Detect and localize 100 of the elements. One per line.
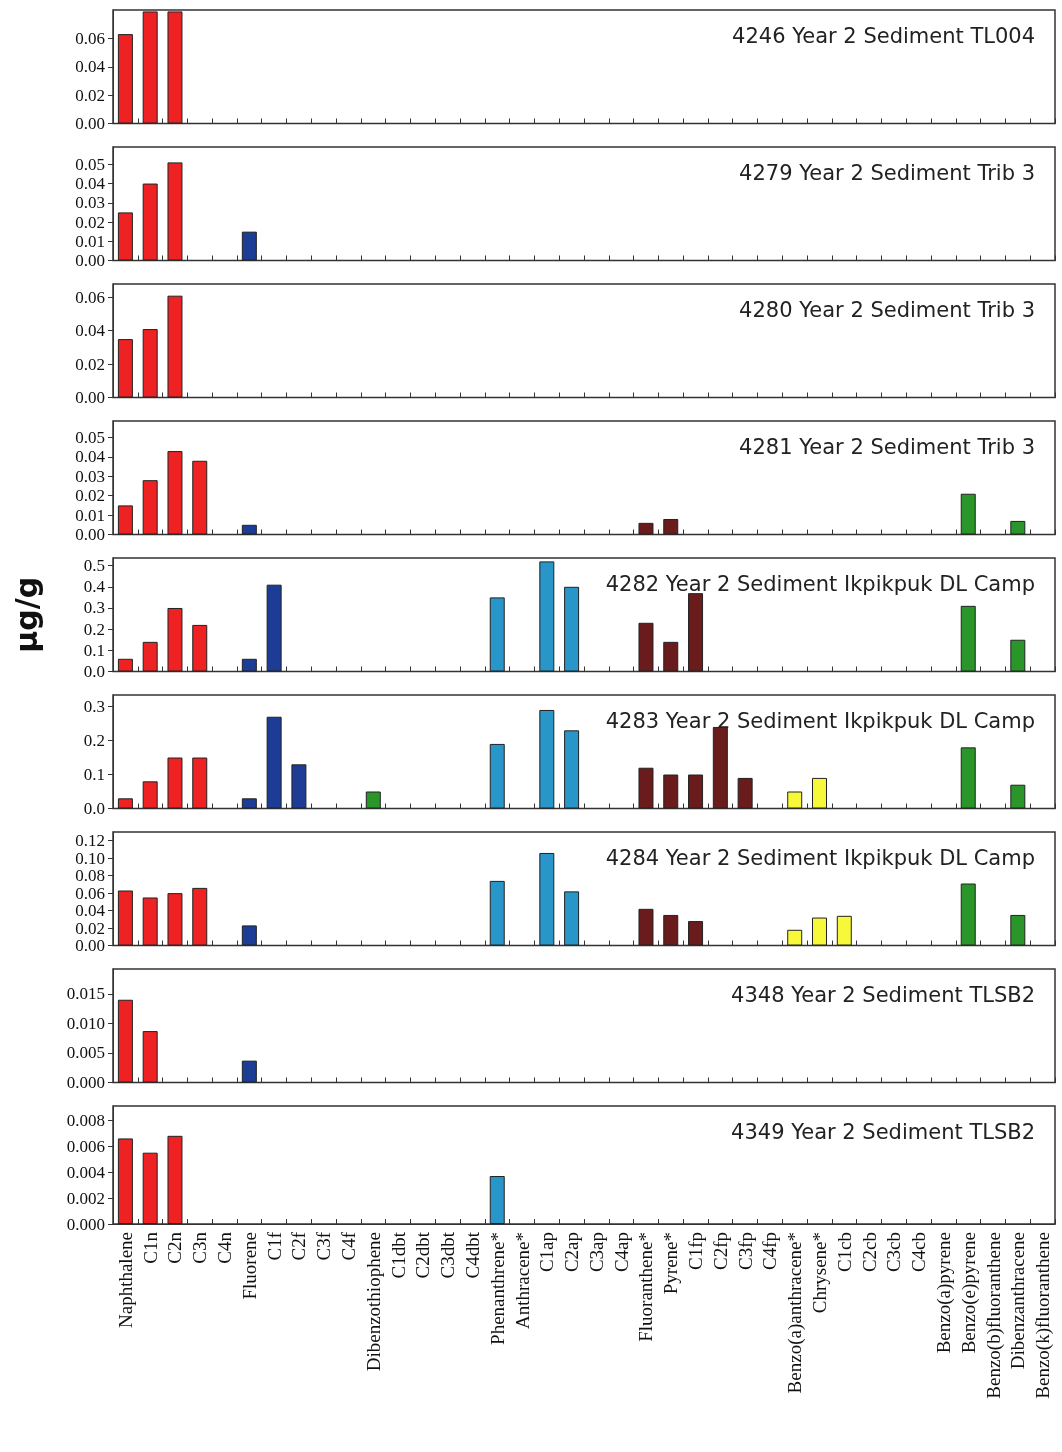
y-tick-label: 0.05 [75,427,105,447]
bar [142,183,158,261]
bar [812,917,827,946]
bar [117,798,133,809]
bar [787,929,803,946]
y-tick-label: 0.1 [83,640,105,660]
bar [117,999,133,1083]
x-tick-label: C4cb [908,1232,930,1273]
x-tick-label: Benzo(a)pyrene [932,1232,955,1354]
bar [688,774,704,809]
y-tick-label: 0.02 [75,918,105,938]
x-tick-label: C1dbt [387,1231,409,1279]
y-tick-label: 0.01 [75,505,105,525]
bar [960,493,976,535]
x-tick-label: C2f [288,1231,310,1261]
x-tick-label: C3fp [734,1232,756,1270]
y-tick-label: 0.000 [66,1073,105,1092]
x-tick-label: C1n [139,1231,161,1264]
bar [241,1060,257,1083]
bar [241,524,257,535]
x-tick-label: C2cb [858,1232,880,1273]
bar [365,791,381,809]
y-tick-label: 0.02 [75,354,105,374]
bar [688,921,704,946]
text: 4281 Year 2 Sediment Trib 3 [739,434,1036,459]
bar [142,1152,158,1224]
bar [737,777,753,809]
x-tick-label: C4f [338,1231,359,1261]
bar [167,757,183,809]
bar [638,522,654,535]
text: 4246 Year 2 Sediment TL004 [732,23,1036,48]
bar [142,641,158,672]
x-tick-label: Pyrene* [660,1232,682,1295]
x-tick-label: C3f [313,1231,335,1261]
text: 4284 Year 2 Sediment Ikpikpuk DL Camp [605,845,1036,870]
bar [142,1031,158,1083]
bar [117,505,133,535]
bar [266,716,282,809]
x-tick-label: Benzo(e)pyrene [957,1232,980,1354]
y-tick-label: 0.02 [75,85,105,105]
x-tick-label: C3cb [883,1232,905,1273]
x-tick-label: C4ap [610,1232,632,1273]
bar [167,162,183,261]
bar [241,798,257,809]
y-tick-label: 0.002 [66,1188,105,1208]
bar [167,1135,183,1224]
y-tick-label: 0.006 [66,1136,105,1156]
y-tick-label: 0.04 [75,321,106,341]
bar [787,791,803,809]
bar [663,641,679,672]
bar [192,757,208,809]
bar [489,597,505,672]
x-tick-label: C4n [214,1231,236,1264]
bar [663,914,679,946]
bar [564,586,580,672]
bar [960,883,976,946]
bar [638,908,654,946]
y-tick-label: 0.0 [83,662,105,681]
x-tick-label: C3dbt [437,1231,459,1279]
text: 4349 Year 2 Sediment TLSB2 [731,1119,1036,1144]
y-tick-label: 0.10 [75,848,105,868]
bar [960,747,976,809]
x-tick-label: Fluorene [238,1232,260,1300]
text: 4283 Year 2 Sediment Ikpikpuk DL Camp [605,708,1036,733]
y-tick-label: 0.4 [83,577,106,597]
bar [663,774,679,809]
bar [167,893,183,946]
y-tick-label: 0.005 [66,1043,105,1063]
x-tick-label: Dibenzanthracene [1007,1232,1029,1370]
y-tick-label: 0.12 [75,831,105,851]
bar [291,764,307,809]
x-tick-label: C1fp [685,1232,707,1270]
bar [564,891,580,946]
text: 4348 Year 2 Sediment TLSB2 [731,982,1036,1007]
bar [489,880,505,946]
y-tick-label: 0.00 [75,936,105,955]
y-tick-label: 0.015 [66,984,105,1004]
bar [192,887,208,946]
y-tick-label: 0.08 [75,866,105,886]
y-tick-label: 0.05 [75,154,105,174]
y-tick-label: 0.04 [75,901,106,921]
bar [142,329,158,398]
y-tick-label: 0.00 [75,114,105,133]
bar [117,212,133,261]
bar [663,518,679,535]
bar [142,897,158,946]
y-tick-label: 0.04 [75,57,106,77]
bar [688,593,704,672]
bar [266,584,282,672]
y-tick-label: 0.06 [75,287,105,307]
y-tick-label: 0.04 [75,174,106,194]
x-tick-label: Dibenzothiophene [362,1232,384,1372]
bar [142,781,158,809]
y-tick-label: 0.004 [66,1162,106,1182]
bar [539,561,555,672]
x-tick-label: Benzo(b)fluoranthene [982,1232,1005,1399]
bar [638,767,654,809]
bar [712,726,728,809]
y-tick-label: 0.2 [83,731,105,751]
y-tick-label: 0.2 [83,619,105,639]
